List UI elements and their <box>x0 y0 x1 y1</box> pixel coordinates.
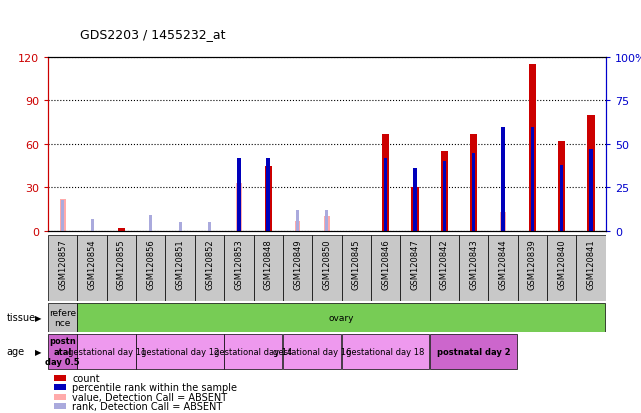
Bar <box>518 235 547 301</box>
Bar <box>412 194 418 231</box>
Bar <box>500 212 506 231</box>
Bar <box>90 219 94 231</box>
Bar <box>400 235 429 301</box>
Bar <box>413 169 417 231</box>
Bar <box>560 165 563 231</box>
Bar <box>442 162 446 231</box>
Text: GSM120840: GSM120840 <box>557 239 566 289</box>
Bar <box>371 235 400 301</box>
Bar <box>296 211 299 231</box>
Text: GSM120850: GSM120850 <box>322 239 331 289</box>
Bar <box>48 334 77 369</box>
Bar <box>429 334 517 369</box>
Text: GSM120857: GSM120857 <box>58 239 67 290</box>
Text: GSM120845: GSM120845 <box>352 239 361 289</box>
Bar <box>326 211 328 231</box>
Text: gestational day 14: gestational day 14 <box>214 347 293 356</box>
Bar <box>267 159 270 231</box>
Bar <box>224 334 282 369</box>
Bar <box>60 199 65 231</box>
Bar <box>208 223 211 231</box>
Text: value, Detection Call = ABSENT: value, Detection Call = ABSENT <box>72 392 228 402</box>
Text: GSM120842: GSM120842 <box>440 239 449 289</box>
Bar <box>501 127 504 231</box>
Bar <box>254 235 283 301</box>
Bar <box>179 223 181 231</box>
Bar <box>283 235 312 301</box>
Bar <box>440 152 448 231</box>
Bar <box>265 166 272 231</box>
Text: GSM120855: GSM120855 <box>117 239 126 289</box>
Text: rank, Detection Call = ABSENT: rank, Detection Call = ABSENT <box>72 401 222 411</box>
Bar <box>324 217 330 231</box>
Bar <box>48 235 78 301</box>
Text: ovary: ovary <box>329 313 354 322</box>
Text: GSM120843: GSM120843 <box>469 239 478 290</box>
Bar <box>224 235 254 301</box>
Text: GSM120848: GSM120848 <box>263 239 272 290</box>
Text: GSM120841: GSM120841 <box>587 239 595 289</box>
Bar <box>237 159 240 231</box>
Bar <box>558 142 565 231</box>
Bar <box>165 235 195 301</box>
Bar <box>62 200 64 231</box>
Text: GSM120856: GSM120856 <box>146 239 155 290</box>
Bar <box>472 153 476 231</box>
Bar <box>412 188 419 231</box>
Text: postnatal day 2: postnatal day 2 <box>437 347 510 356</box>
Text: GSM120852: GSM120852 <box>205 239 214 289</box>
Bar <box>283 334 341 369</box>
Text: GSM120847: GSM120847 <box>410 239 419 290</box>
Text: GSM120839: GSM120839 <box>528 239 537 290</box>
Bar <box>589 150 593 231</box>
Bar <box>78 235 107 301</box>
Text: GSM120854: GSM120854 <box>88 239 97 289</box>
Text: ▶: ▶ <box>35 347 42 356</box>
Text: gestational day 12: gestational day 12 <box>141 347 219 356</box>
Bar <box>48 303 77 332</box>
Text: tissue: tissue <box>6 313 35 323</box>
Text: GSM120851: GSM120851 <box>176 239 185 289</box>
Bar <box>384 159 387 231</box>
Bar <box>295 221 301 231</box>
Bar <box>459 235 488 301</box>
Bar <box>136 235 165 301</box>
Bar <box>547 235 576 301</box>
Bar <box>576 235 606 301</box>
Bar <box>342 334 429 369</box>
Text: gestational day 18: gestational day 18 <box>346 347 425 356</box>
Bar <box>118 228 125 231</box>
Bar <box>107 235 136 301</box>
Text: percentile rank within the sample: percentile rank within the sample <box>72 382 237 392</box>
Bar <box>488 235 518 301</box>
Text: GSM120853: GSM120853 <box>235 239 244 290</box>
Bar <box>501 197 504 231</box>
Bar <box>195 235 224 301</box>
Text: postn
atal
day 0.5: postn atal day 0.5 <box>46 337 80 366</box>
Text: GDS2203 / 1455232_at: GDS2203 / 1455232_at <box>80 28 226 41</box>
Text: ▶: ▶ <box>35 313 42 322</box>
Bar <box>382 135 389 231</box>
Bar <box>149 216 153 231</box>
Text: GSM120846: GSM120846 <box>381 239 390 290</box>
Bar <box>529 65 536 231</box>
Bar <box>78 334 135 369</box>
Bar <box>587 116 595 231</box>
Text: refere
nce: refere nce <box>49 308 76 327</box>
Bar <box>470 135 478 231</box>
Bar <box>531 127 534 231</box>
Bar <box>429 235 459 301</box>
Bar <box>236 183 242 231</box>
Bar <box>342 235 371 301</box>
Text: gestational day 11: gestational day 11 <box>68 347 146 356</box>
Text: GSM120849: GSM120849 <box>293 239 302 289</box>
Text: age: age <box>6 347 24 356</box>
Text: gestational day 16: gestational day 16 <box>273 347 351 356</box>
Text: count: count <box>72 373 100 383</box>
Bar <box>312 235 342 301</box>
Text: GSM120844: GSM120844 <box>499 239 508 289</box>
Bar <box>136 334 224 369</box>
